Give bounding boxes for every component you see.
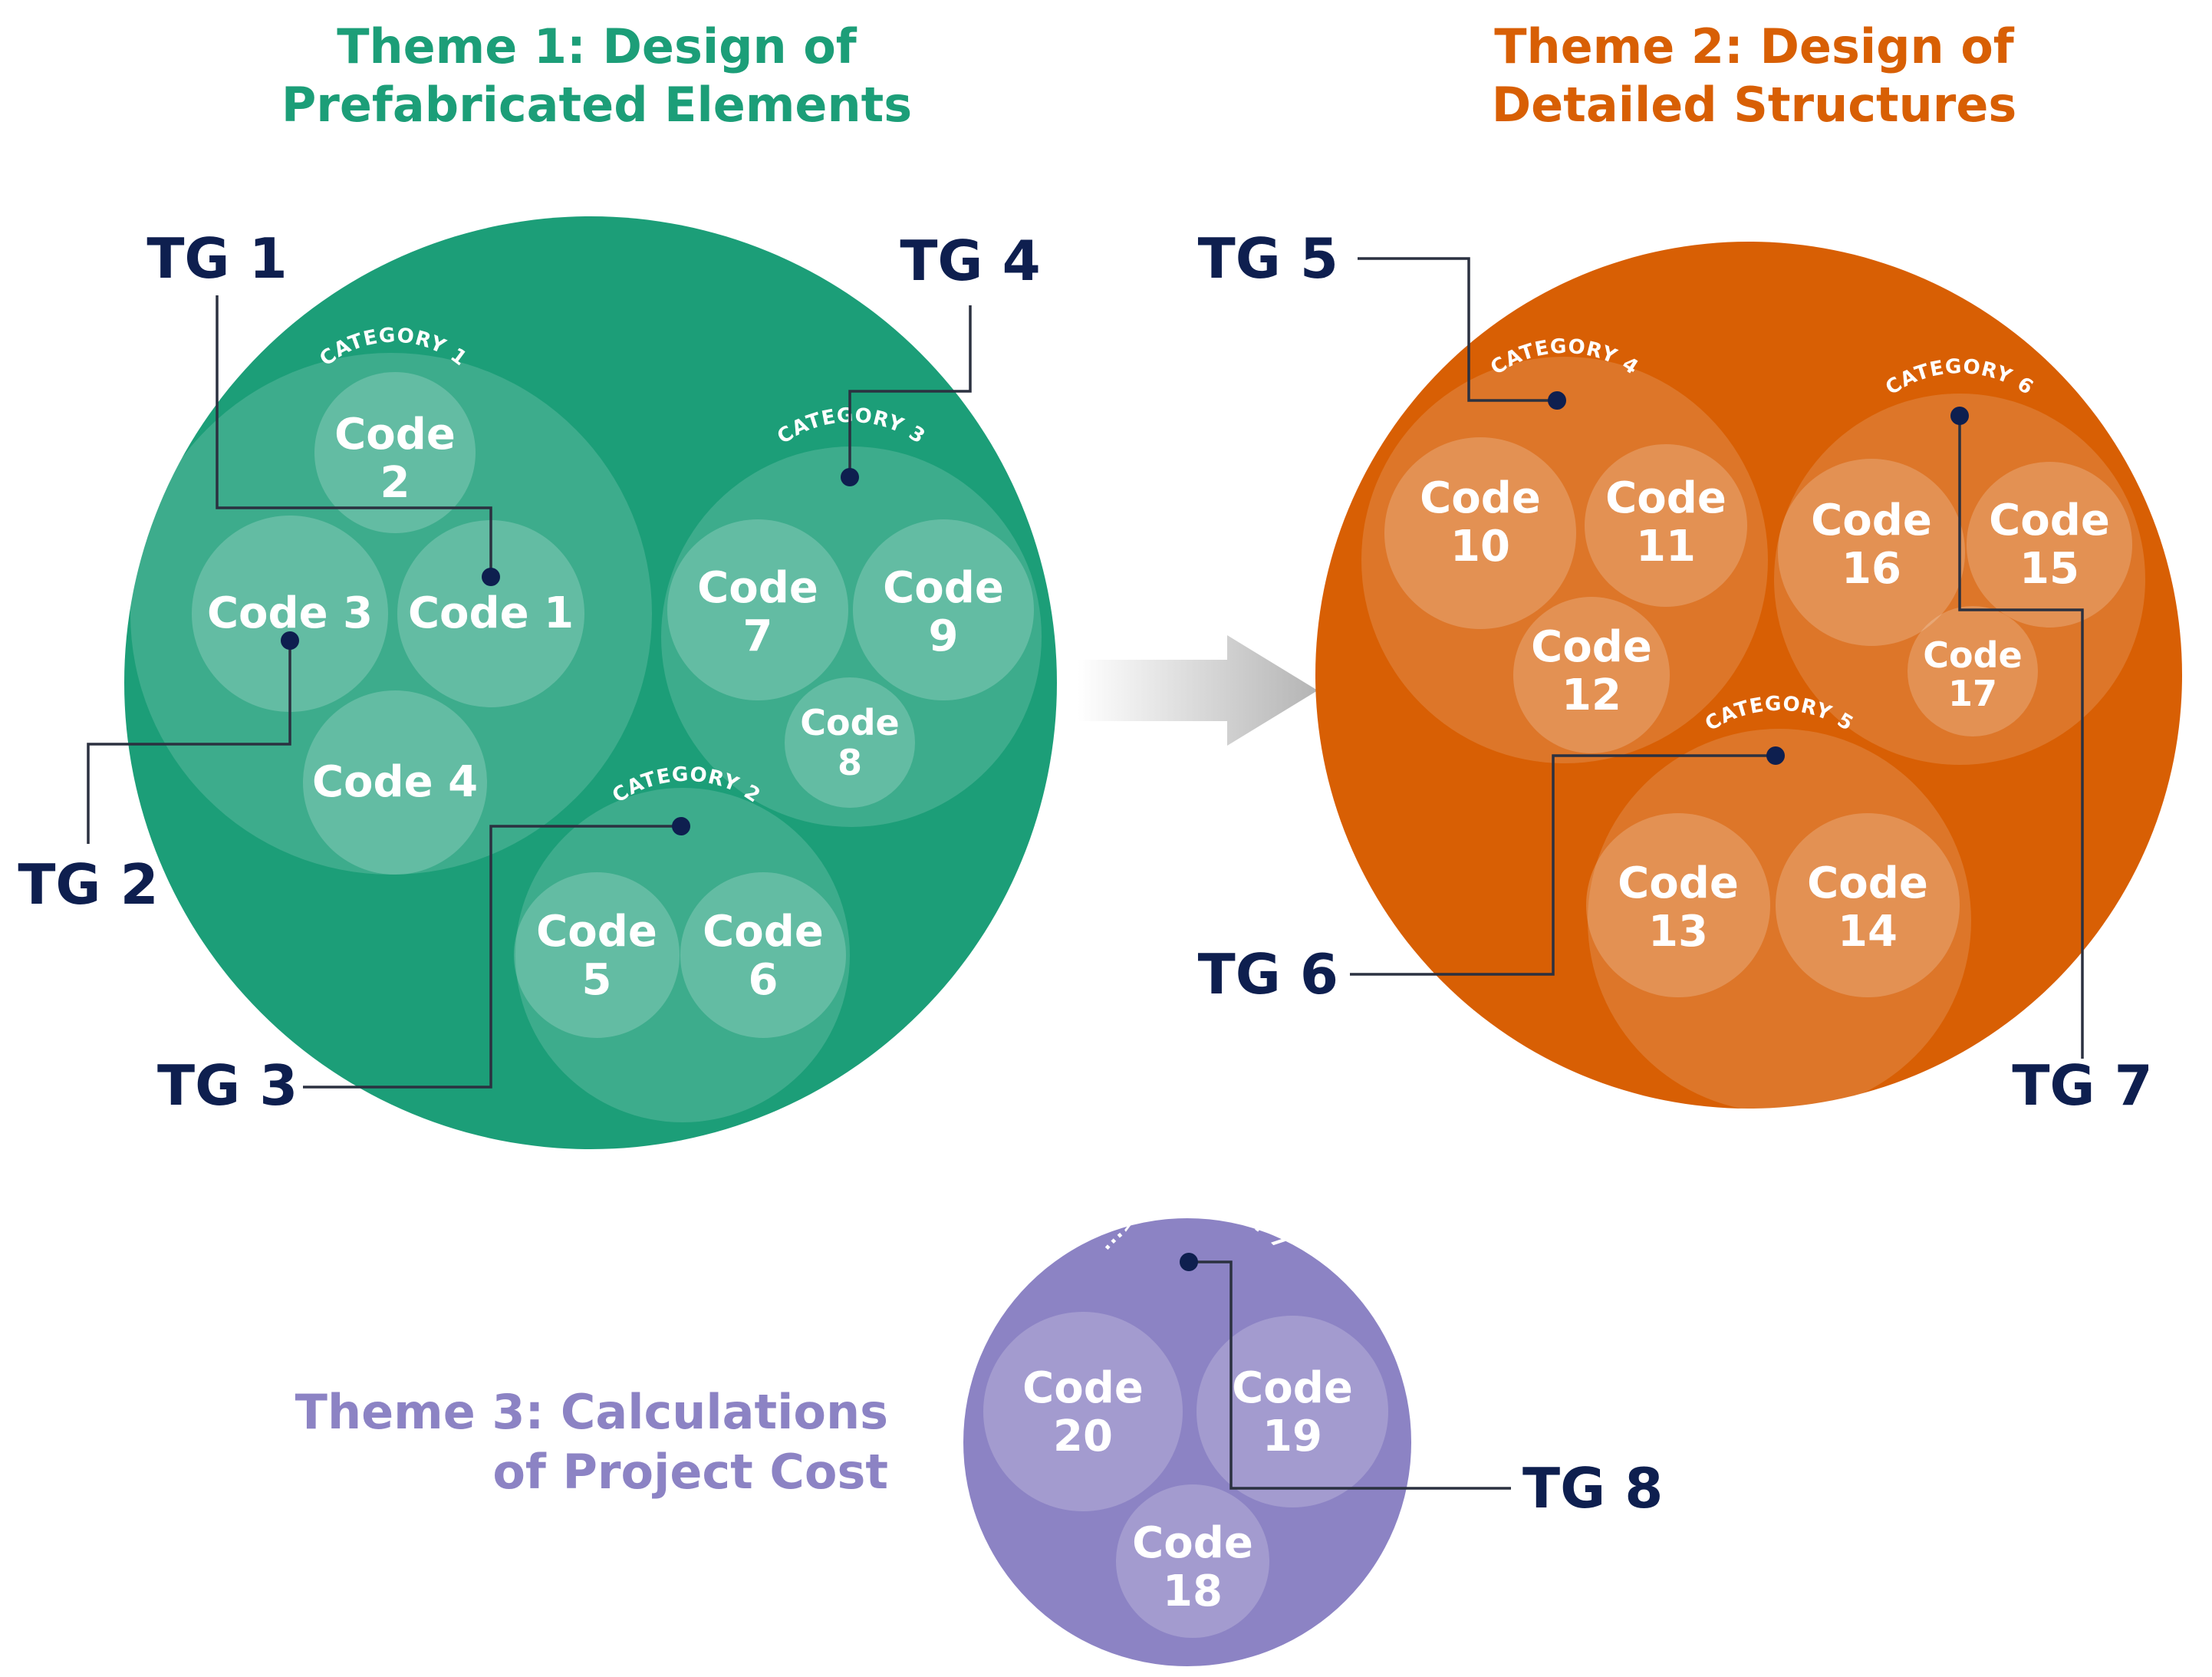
- code-2-bubble: Code 2: [314, 372, 476, 533]
- svg-text:7: 7: [743, 611, 773, 661]
- svg-text:Code: Code: [1232, 1363, 1353, 1413]
- code-19-bubble: Code 19: [1197, 1316, 1388, 1507]
- code-17-bubble: Code 17: [1908, 606, 2038, 736]
- svg-text:9: 9: [929, 611, 959, 661]
- code-14-bubble: Code 14: [1776, 813, 1960, 997]
- category-5-circle: [1588, 729, 1971, 1112]
- svg-text:Code: Code: [1132, 1518, 1253, 1568]
- tg-4-label: TG 4: [900, 229, 1040, 293]
- svg-text:Code: Code: [1811, 496, 1932, 545]
- code-8-bubble: Code 8: [785, 677, 915, 808]
- theme-2-circle: [1315, 242, 2182, 1109]
- theme-1-title-line-2: Prefabricated Elements: [281, 77, 912, 133]
- svg-text:6: 6: [749, 955, 778, 1005]
- svg-text:12: 12: [1562, 670, 1621, 720]
- svg-text:Code: Code: [1531, 622, 1652, 672]
- code-7-bubble: Code 7: [667, 519, 848, 700]
- code-13-bubble: Code 13: [1586, 813, 1770, 997]
- theme-3-title: Theme 3: Calculations of Project Cost: [295, 1384, 888, 1500]
- theme-1-circle: [124, 216, 1057, 1149]
- code-20-bubble: Code 20: [983, 1312, 1183, 1511]
- code-12-bubble: Code 12: [1513, 597, 1670, 753]
- tg-7-connector: [1950, 407, 2084, 1059]
- tg-6-connector: [1350, 746, 1785, 976]
- tg-4-connector: [841, 305, 972, 486]
- code-15-bubble: Code 15: [1967, 462, 2132, 628]
- tg-6-label: TG 6: [1198, 942, 1338, 1007]
- code-11-bubble: Code 11: [1585, 444, 1747, 607]
- svg-text:Code 4: Code 4: [312, 757, 478, 807]
- svg-text:Code: Code: [1605, 473, 1726, 523]
- svg-text:Code: Code: [334, 410, 456, 460]
- tg-7-label: TG 7: [2012, 1053, 2152, 1118]
- svg-text:15: 15: [2019, 544, 2079, 594]
- code-1-bubble: Code 1: [397, 520, 584, 707]
- code-10-bubble: Code 10: [1384, 437, 1576, 629]
- svg-text:16: 16: [1842, 544, 1901, 594]
- theme-3-circle: [963, 1218, 1411, 1666]
- theme-3-title-line-2: of Project Cost: [492, 1444, 888, 1500]
- theme-2-title: Theme 2: Design of Detailed Structures: [1492, 18, 2017, 133]
- svg-text:14: 14: [1838, 907, 1898, 957]
- svg-text:18: 18: [1163, 1567, 1223, 1616]
- theme-1-title-line-1: Theme 1: Design of: [337, 18, 857, 74]
- code-16-bubble: Code 16: [1778, 459, 1965, 646]
- svg-text:5: 5: [582, 955, 612, 1005]
- theme-3-title-line-1: Theme 3: Calculations: [295, 1384, 888, 1440]
- svg-text:20: 20: [1053, 1412, 1113, 1461]
- svg-text:Code: Code: [1022, 1363, 1144, 1413]
- tg-1-connector: [216, 295, 500, 586]
- svg-text:Code 3: Code 3: [207, 588, 373, 638]
- tg-8-label: TG 8: [1522, 1456, 1663, 1521]
- tg-2-label: TG 2: [18, 852, 158, 917]
- svg-text:10: 10: [1450, 522, 1510, 572]
- code-9-bubble: Code 9: [853, 519, 1034, 700]
- svg-text:Code: Code: [800, 702, 900, 743]
- code-5-bubble: Code 5: [514, 872, 680, 1038]
- tg-2-connector: [87, 631, 299, 844]
- svg-text:2: 2: [380, 458, 410, 508]
- tg-3-connector: [303, 817, 690, 1089]
- code-6-bubble: Code 6: [680, 872, 846, 1038]
- theme-2-title-line-2: Detailed Structures: [1492, 77, 2017, 133]
- theme-1-title: Theme 1: Design of Prefabricated Element…: [281, 18, 912, 133]
- svg-text:Code: Code: [1807, 858, 1928, 908]
- tg-5-label: TG 5: [1198, 226, 1338, 291]
- arrow-icon: [1078, 635, 1318, 746]
- svg-text:Code: Code: [703, 907, 824, 957]
- svg-text:Code: Code: [1923, 634, 2023, 676]
- category-4-circle: [1361, 357, 1768, 763]
- svg-text:13: 13: [1648, 907, 1708, 957]
- tg-8-connector: [1180, 1253, 1511, 1490]
- svg-text:Code: Code: [1989, 496, 2110, 545]
- tg-3-label: TG 3: [157, 1053, 298, 1118]
- svg-text:8: 8: [838, 742, 862, 783]
- svg-text:17: 17: [1948, 673, 1997, 714]
- category-3-circle: [661, 446, 1042, 827]
- svg-text:Code: Code: [697, 563, 818, 613]
- code-18-bubble: Code 18: [1116, 1484, 1269, 1638]
- svg-text:Code: Code: [1420, 473, 1541, 523]
- svg-text:Code: Code: [883, 563, 1004, 613]
- code-4-bubble: Code 4: [303, 690, 487, 875]
- tg-5-connector: [1358, 257, 1566, 410]
- svg-text:11: 11: [1636, 522, 1696, 572]
- theme-2-title-line-1: Theme 2: Design of: [1494, 18, 2015, 74]
- svg-text:Code: Code: [1618, 858, 1739, 908]
- code-3-bubble: Code 3: [192, 516, 388, 712]
- svg-text:Code 1: Code 1: [408, 588, 574, 638]
- svg-text:Code: Code: [536, 907, 657, 957]
- tg-1-label: TG 1: [146, 226, 287, 291]
- category-2-circle: [515, 788, 850, 1122]
- svg-text:19: 19: [1262, 1412, 1322, 1461]
